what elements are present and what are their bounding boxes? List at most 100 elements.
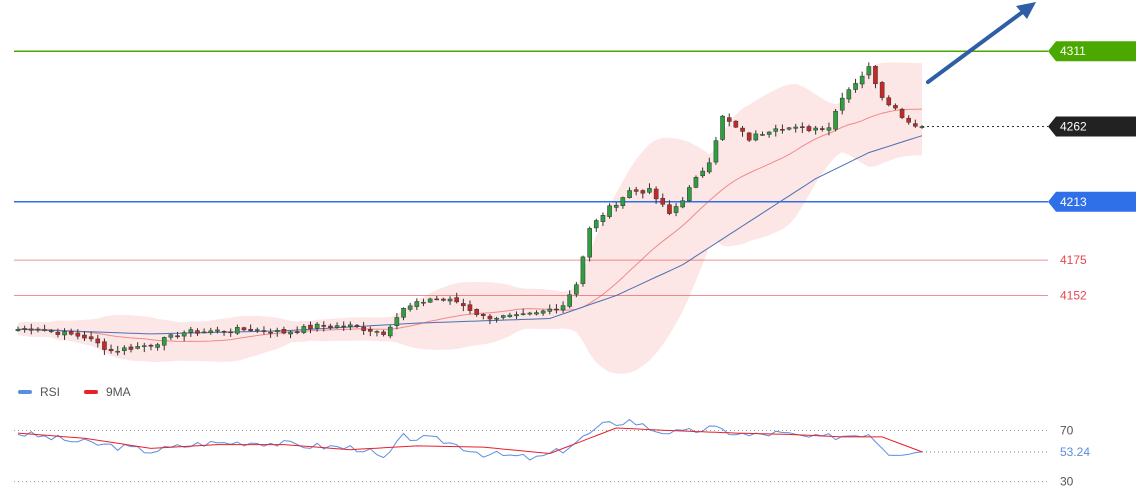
candle [294, 326, 300, 335]
candle [507, 312, 513, 318]
candle-body-up [766, 131, 772, 135]
candle-body-down [281, 329, 287, 334]
candle [168, 333, 174, 340]
candle-body-up [813, 127, 818, 131]
candle-body-up [753, 133, 759, 141]
candle-body-up [693, 177, 699, 188]
candle [161, 336, 167, 351]
candle-body-down [28, 328, 34, 331]
candle-body-down [800, 126, 805, 128]
candle-body-up [141, 345, 147, 347]
candle [500, 314, 506, 320]
candle [793, 123, 798, 133]
candle-body-up [22, 328, 27, 330]
candle [806, 124, 812, 133]
candle-body-up [793, 126, 798, 129]
candle [181, 330, 187, 342]
candle [480, 313, 486, 320]
candle-body-down [381, 331, 386, 335]
candle [574, 281, 579, 298]
candle [740, 125, 745, 137]
candle [414, 298, 420, 311]
candle-body-down [221, 331, 227, 333]
rsi-panel: RSI 9MA 70 30 53.24 [14, 385, 1090, 489]
forecast-arrow [926, 2, 1036, 84]
candle [673, 203, 679, 217]
rsi-line [17, 418, 923, 461]
candle [241, 326, 247, 332]
price-level-label: 4152 [1060, 288, 1087, 302]
candle [913, 119, 918, 128]
candle [95, 334, 101, 348]
candle-body-down [554, 308, 559, 311]
candle [102, 338, 107, 355]
candle [135, 342, 140, 350]
candle [141, 342, 147, 353]
candle-body-down [780, 129, 785, 131]
candle [833, 108, 838, 132]
candle-body-down [746, 132, 752, 141]
candle [866, 62, 872, 80]
rsi-lines [17, 418, 923, 461]
price-panel: 4311 4262 4213 4175 4152 [14, 2, 1136, 374]
candle [839, 92, 845, 115]
candle-body-down [102, 341, 107, 350]
candle-body-up [607, 205, 612, 217]
candle [540, 309, 546, 316]
candle [753, 130, 759, 142]
candle [600, 212, 606, 226]
candle [474, 308, 479, 317]
candle [441, 297, 446, 302]
candle-body-down [195, 330, 200, 334]
candle [15, 326, 21, 332]
candle-body-down [367, 329, 373, 332]
candle-body-down [82, 334, 87, 339]
candle [314, 322, 320, 332]
candle-body-down [268, 331, 273, 334]
candle-body-down [906, 117, 911, 123]
price-badge-shape [1048, 41, 1136, 62]
price-badge-shape [1048, 116, 1136, 137]
candle [706, 157, 712, 174]
candle-body-down [68, 331, 74, 335]
candle-body-up [314, 323, 320, 329]
candle-body-down [740, 127, 745, 132]
candle-body-up [647, 188, 652, 193]
candle-body-up [706, 162, 712, 173]
candle [620, 196, 626, 209]
candle [567, 290, 572, 309]
candle [879, 81, 885, 101]
candle [580, 255, 586, 287]
candle-body-up [401, 308, 406, 318]
candle-body-up [700, 170, 705, 177]
candle [334, 322, 340, 329]
candles [15, 62, 925, 356]
candle-body-up [866, 66, 872, 76]
candle [773, 124, 779, 137]
candle-body-down [726, 117, 732, 122]
price-level-label: 4175 [1060, 253, 1087, 267]
candle-body-down [879, 82, 885, 98]
candle-body-up [115, 350, 120, 353]
candle-body-up [833, 110, 838, 130]
price-levels [14, 50, 1048, 296]
candle-body-up [786, 127, 792, 130]
candle [700, 167, 705, 178]
candle [534, 310, 539, 316]
candle-body-up [427, 298, 433, 303]
candle [660, 193, 666, 208]
rsi-grid [14, 430, 1048, 483]
candle [122, 345, 127, 355]
candle-body-up [600, 215, 606, 222]
bollinger-band-area [18, 62, 922, 374]
candle-body-up [574, 284, 579, 295]
price-badge: 4213 [1048, 191, 1136, 212]
candle-body-up [680, 200, 685, 208]
candle-body-up [254, 329, 260, 331]
candle-body-down [487, 315, 493, 320]
candle-body-up [494, 317, 499, 320]
candle [215, 326, 220, 334]
candle [281, 326, 287, 335]
candle-body-up [613, 204, 619, 208]
